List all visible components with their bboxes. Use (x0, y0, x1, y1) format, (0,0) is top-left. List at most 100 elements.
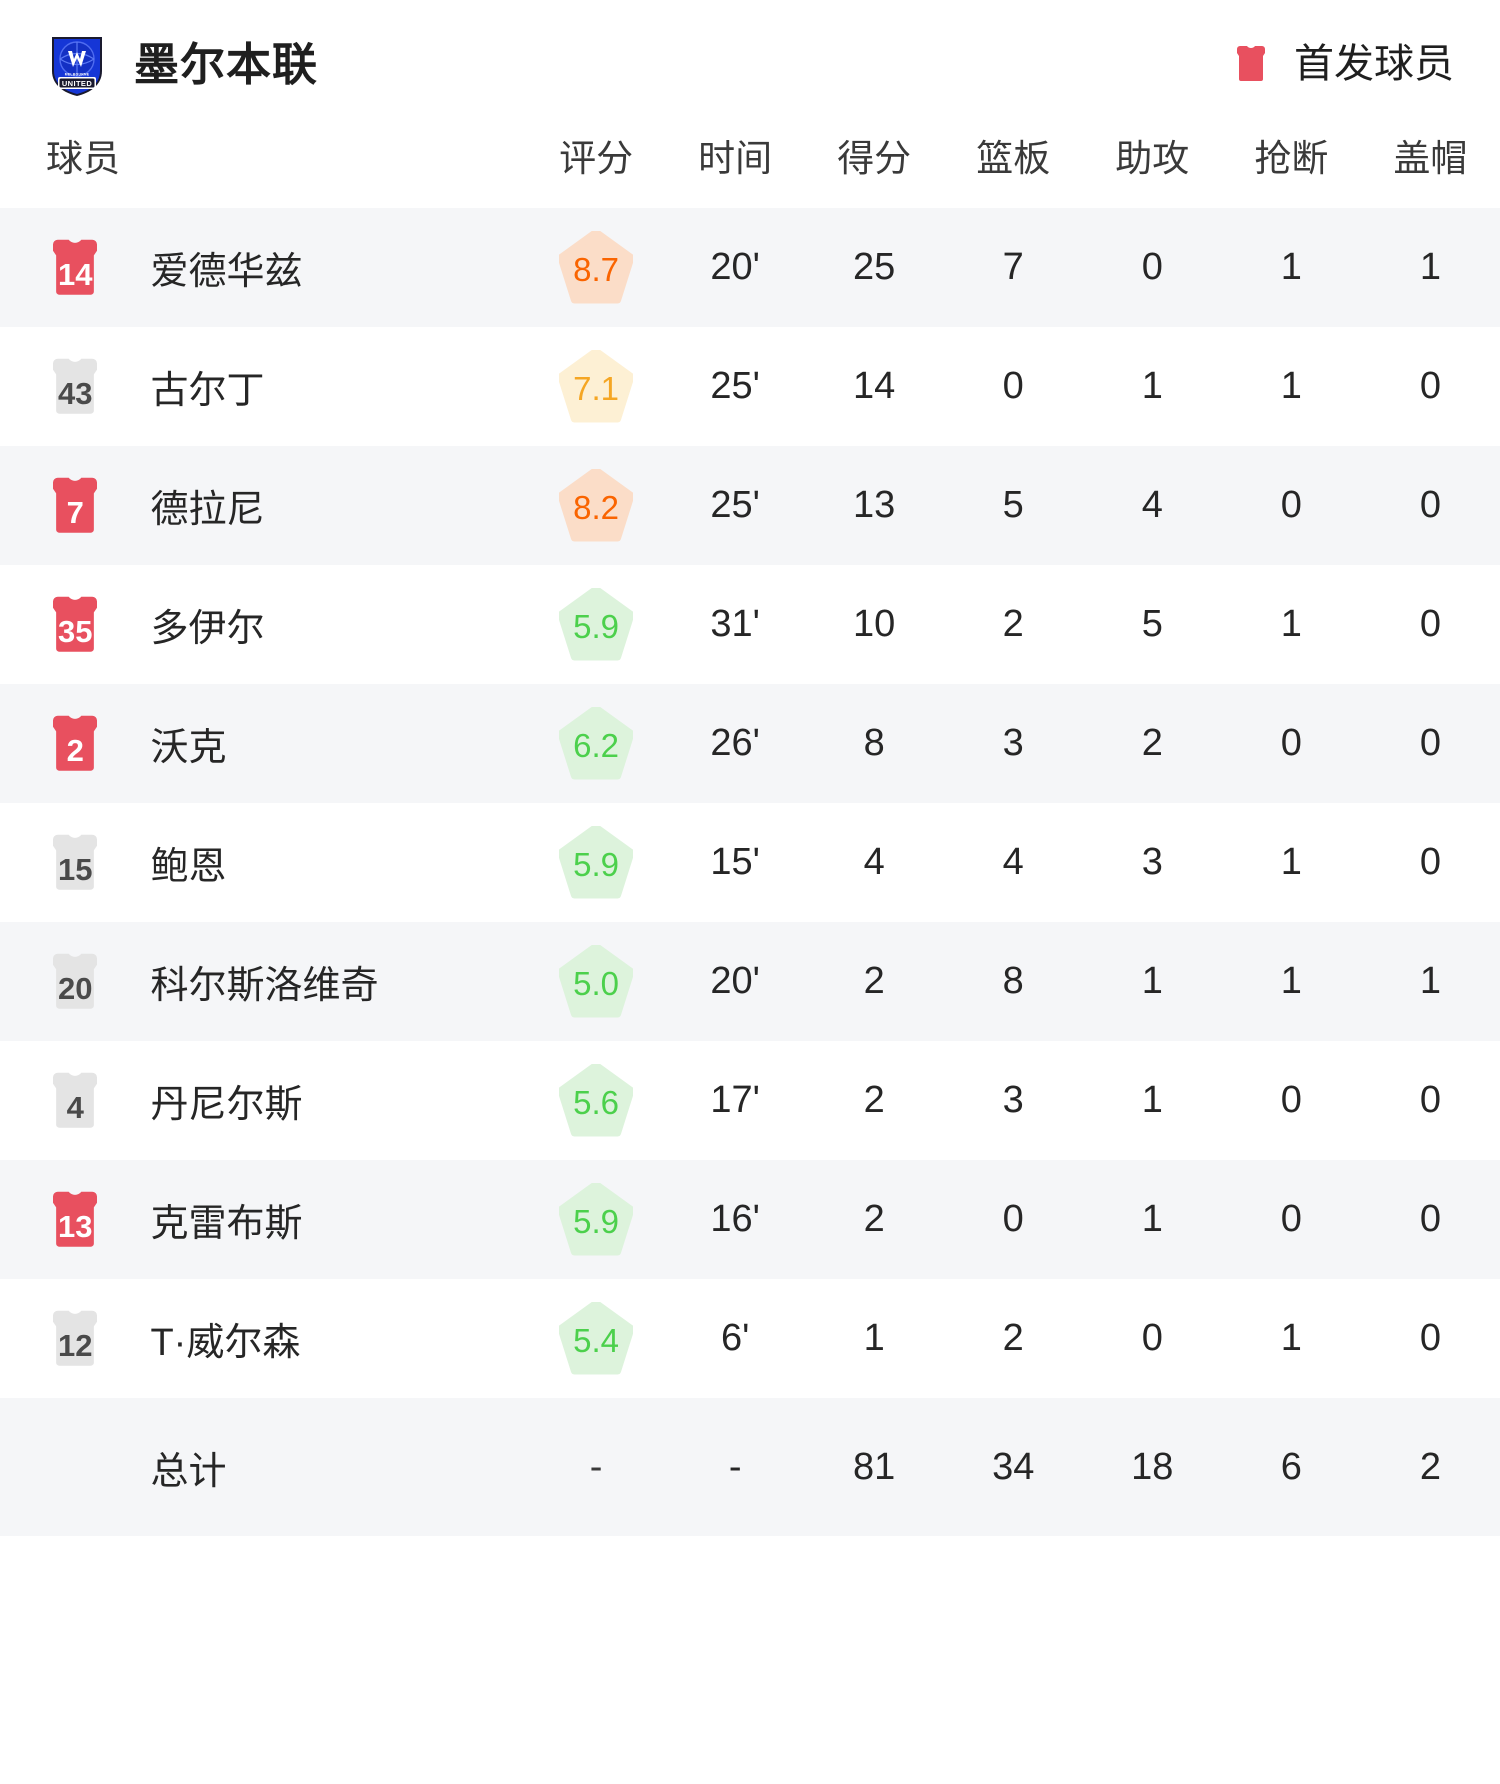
jersey-icon (1230, 44, 1272, 84)
stat-steals: 0 (1280, 1198, 1302, 1240)
stat-points: 2 (863, 1198, 885, 1240)
stat-steals: 1 (1280, 365, 1302, 407)
jersey-icon: 2 (42, 710, 108, 778)
table-row[interactable]: 15 鲍恩 5.9 15' 4 4 3 1 0 (0, 803, 1500, 922)
stat-points: 2 (863, 1079, 885, 1121)
player-name[interactable]: 科尔斯洛维奇 (150, 965, 379, 1007)
svg-text:UNITED: UNITED (62, 79, 92, 88)
stat-time: 25' (710, 365, 760, 407)
rating-badge: 5.0 (559, 944, 634, 1019)
table-row[interactable]: 7 德拉尼 8.2 25' 13 5 4 0 0 (0, 446, 1500, 565)
stat-blocks: 0 (1419, 722, 1441, 764)
player-rating-cell: 5.4 (527, 1279, 666, 1398)
player-name[interactable]: T·威尔森 (150, 1322, 301, 1364)
stat-steals: 0 (1280, 484, 1302, 526)
stat-assists: 1 (1141, 1198, 1163, 1240)
stat-assists: 0 (1141, 1317, 1163, 1359)
player-jersey-cell: 7 (0, 446, 150, 565)
table-row[interactable]: 43 古尔丁 7.1 25' 14 0 1 1 0 (0, 327, 1500, 446)
stat-rebounds: 3 (1002, 722, 1024, 764)
stat-points: 14 (853, 365, 896, 407)
rating-value: 8.7 (573, 251, 620, 288)
stat-blocks: 0 (1419, 841, 1441, 883)
player-rating-cell: 6.2 (527, 684, 666, 803)
rating-badge: 5.9 (559, 1182, 634, 1257)
stat-rebounds: 7 (1002, 246, 1024, 288)
player-jersey-cell: 2 (0, 684, 150, 803)
stat-blocks: 0 (1419, 1079, 1441, 1121)
stat-assists: 5 (1141, 603, 1163, 645)
column-header-player: 球员 (0, 128, 527, 208)
rating-value: 5.9 (573, 1203, 620, 1240)
stat-steals: 0 (1280, 1079, 1302, 1121)
stat-blocks: 0 (1419, 1317, 1441, 1359)
player-name[interactable]: 古尔丁 (150, 370, 265, 412)
table-row[interactable]: 14 爱德华兹 8.7 20' 25 7 0 1 1 (0, 208, 1500, 327)
player-name[interactable]: 丹尼尔斯 (150, 1084, 303, 1126)
stat-time: 25' (710, 484, 760, 526)
jersey-icon: 35 (42, 591, 108, 659)
player-name[interactable]: 多伊尔 (150, 608, 265, 650)
rating-badge: 5.6 (559, 1063, 634, 1138)
rating-value: 5.9 (573, 846, 620, 883)
player-name[interactable]: 德拉尼 (150, 489, 265, 531)
stat-rebounds: 0 (1002, 365, 1024, 407)
player-jersey-cell: 14 (0, 208, 150, 327)
jersey-number: 14 (57, 256, 93, 292)
column-header-assists: 助攻 (1082, 128, 1222, 208)
player-rating-cell: 8.7 (527, 208, 666, 327)
player-name[interactable]: 克雷布斯 (150, 1203, 303, 1245)
column-header-time: 时间 (665, 128, 805, 208)
player-rating-cell: 8.2 (527, 446, 666, 565)
player-name[interactable]: 爱德华兹 (150, 251, 303, 293)
column-header-blocks: 盖帽 (1360, 128, 1500, 208)
column-header-rating: 评分 (526, 128, 666, 208)
table-row[interactable]: 35 多伊尔 5.9 31' 10 2 5 1 0 (0, 565, 1500, 684)
player-rating-cell: 5.0 (527, 922, 666, 1041)
table-row[interactable]: 12 T·威尔森 5.4 6' 1 2 0 1 0 (0, 1279, 1500, 1398)
rating-badge: 8.7 (559, 230, 634, 305)
stat-blocks: 0 (1419, 603, 1441, 645)
player-rating-cell: 5.6 (527, 1041, 666, 1160)
stat-time: 17' (710, 1079, 760, 1121)
stat-steals: 1 (1280, 841, 1302, 883)
table-row[interactable]: 2 沃克 6.2 26' 8 3 2 0 0 (0, 684, 1500, 803)
stat-rebounds: 5 (1002, 484, 1024, 526)
stat-blocks: 0 (1419, 365, 1441, 407)
rating-badge: 8.2 (559, 468, 634, 543)
stat-assists: 3 (1141, 841, 1163, 883)
rating-value: 5.0 (573, 965, 620, 1002)
table-header-row: 球员 评分 时间 得分 篮板 助攻 抢断 盖帽 (0, 128, 1500, 208)
stat-blocks: 0 (1419, 1198, 1441, 1240)
stat-rebounds: 0 (1002, 1198, 1024, 1240)
rating-value: 6.2 (573, 727, 620, 764)
jersey-icon: 4 (42, 1067, 108, 1135)
rating-badge: 7.1 (559, 349, 634, 424)
totals-rating: - (589, 1445, 603, 1488)
table-row[interactable]: 20 科尔斯洛维奇 5.0 20' 2 8 1 1 1 (0, 922, 1500, 1041)
table-row[interactable]: 13 克雷布斯 5.9 16' 2 0 1 0 0 (0, 1160, 1500, 1279)
stat-time: 31' (710, 603, 760, 645)
column-header-steals: 抢断 (1221, 128, 1361, 208)
table-row[interactable]: 4 丹尼尔斯 5.6 17' 2 3 1 0 0 (0, 1041, 1500, 1160)
jersey-icon: 12 (42, 1305, 108, 1373)
stat-steals: 1 (1280, 603, 1302, 645)
stat-steals: 1 (1280, 1317, 1302, 1359)
stat-steals: 1 (1280, 246, 1302, 288)
jersey-number: 35 (57, 613, 93, 649)
page-header: UNITED MELBOURNE 墨尔本联 首发球员 (0, 0, 1500, 128)
stat-time: 20' (710, 246, 760, 288)
totals-label: 总计 (150, 1450, 227, 1493)
stat-assists: 4 (1141, 484, 1163, 526)
stat-assists: 1 (1141, 1079, 1163, 1121)
stat-blocks: 1 (1419, 246, 1441, 288)
rating-value: 8.2 (573, 489, 620, 526)
totals-blocks: 2 (1419, 1445, 1441, 1488)
stat-steals: 0 (1280, 722, 1302, 764)
player-name[interactable]: 鲍恩 (150, 846, 227, 888)
jersey-number: 13 (57, 1208, 93, 1244)
rating-badge: 6.2 (559, 706, 634, 781)
stat-points: 13 (853, 484, 896, 526)
player-name[interactable]: 沃克 (150, 727, 227, 769)
